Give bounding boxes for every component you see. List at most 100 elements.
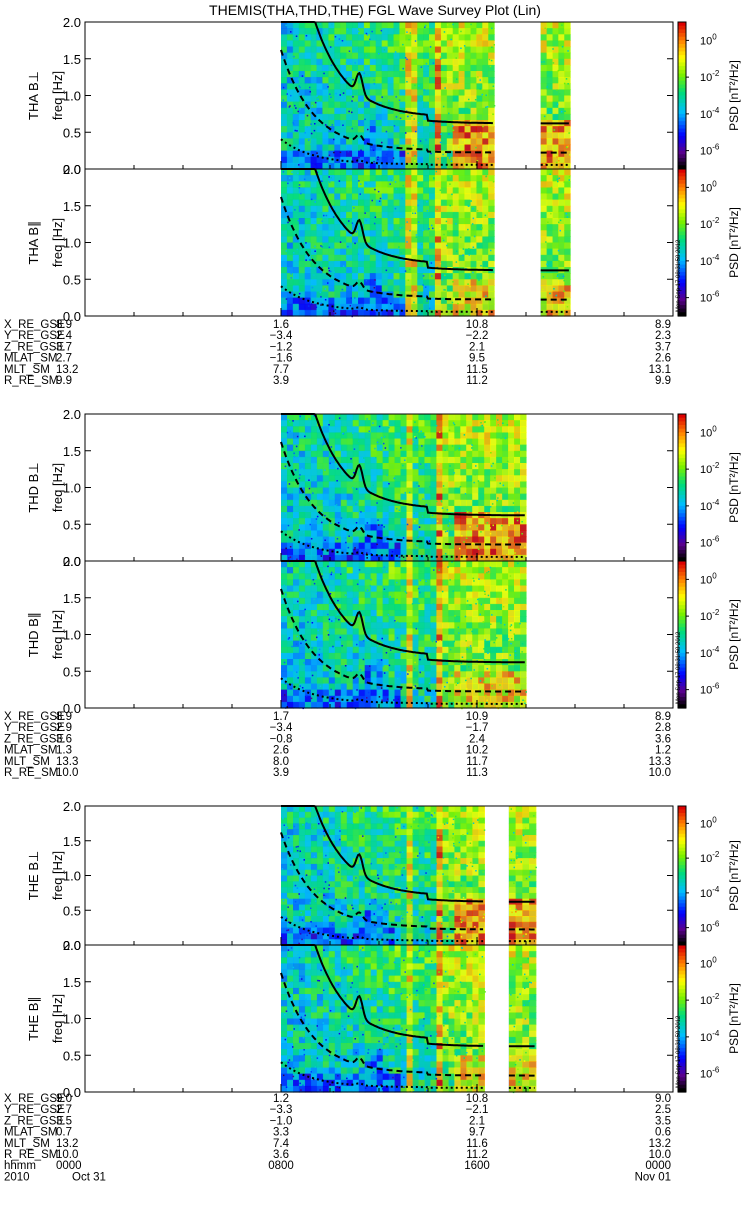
y-tick-label: 1.0 [63,628,81,643]
orbit-row-label: Z_RE_GSE [4,733,64,745]
gyrofrequency-dotted-line-2 [280,285,569,313]
orbit-row-value: 2.7 [56,1104,72,1116]
colorbar-tick-label: 10-2 [700,850,720,865]
spectrogram-panel-4 [281,561,527,710]
y-tick-label: 1.0 [63,89,81,104]
orbit-row-value: 3.7 [655,341,671,353]
orbit-row-label: R_RE_SM [4,767,58,779]
orbit-row-value: 1.7 [273,711,289,723]
orbit-row-value: 8.9 [56,711,72,723]
orbit-row-value: 2.5 [655,1104,671,1116]
y-tick-label: 0.0 [63,309,81,324]
y-tick-label: 2.0 [63,938,81,953]
colorbar-1 [677,21,689,170]
orbit-row-value: 13.2 [56,364,78,376]
orbit-row-value: 2.1 [469,341,485,353]
orbit-row-value: 2.7 [56,353,72,365]
colorbar-4 [677,560,689,709]
colorbar-label: PSD [nT²/Hz] [727,599,741,670]
orbit-row-value: 10.0 [649,767,671,779]
colorbar-label: PSD [nT²/Hz] [727,60,741,131]
y-tick-label: 0.5 [63,125,81,140]
orbit-row-value: 10.9 [466,711,488,723]
y-tick-label: 2.0 [63,407,81,422]
gyrofrequency-dashed-line-4 [280,588,525,693]
y-tick-label: 1.5 [63,591,81,606]
orbit-row-value: 3.6 [655,733,671,745]
orbit-row-label: R_RE_SM [4,375,58,387]
y-tick-label: 0.0 [63,554,81,569]
orbit-row-value: 1600 [464,1160,490,1172]
panel-name: THE B∥ [26,996,41,1041]
orbit-row-label: MLT_SM [4,756,50,768]
colorbar-tick-label: 10-2 [700,992,720,1007]
colorbar-tick-label: 10-4 [700,885,720,900]
orbit-row-label: X_RE_GSE [4,1093,65,1105]
orbit-row-value: 0.6 [655,1127,671,1139]
orbit-row-value: 9.9 [655,375,671,387]
colorbar-tick-label: 10-2 [700,461,720,476]
colorbar-tick-label: 10-4 [700,253,720,268]
date-row-start: Oct 31 [72,1171,106,1183]
gyrofrequency-dashed-line-5 [280,832,535,931]
orbit-row-value: 3.9 [273,767,289,779]
orbit-row-label: Z_RE_GSE [4,1115,64,1127]
gyrofrequency-dotted-line-1 [280,138,569,166]
orbit-row-label: Y_RE_GSE [4,330,65,342]
panel-name: THE B⊥ [26,851,41,901]
orbit-row-value: 0000 [645,1160,671,1172]
orbit-row-value: 3.9 [273,375,289,387]
colorbar-tick-label: 10-2 [700,608,720,623]
y-tick-label: 2.0 [63,554,81,569]
orbit-row-label: X_RE_GSE [4,711,65,723]
run-timestamp: Mon Sep 17 08:31:58 2012 [676,239,682,312]
panel-name: THA B∥ [26,220,41,264]
gyrofrequency-line-4 [281,560,525,664]
orbit-row-value: −2.1 [466,1104,489,1116]
colorbar-tick-label: 100 [700,815,717,830]
y-tick-label: 1.5 [63,975,81,990]
run-timestamp: Mon Sep 17 08:31:58 2012 [676,1015,682,1088]
orbit-row-value: 2.4 [469,733,486,745]
colorbar-tick-label: 10-4 [700,645,720,660]
orbit-row-value: 13.3 [649,756,671,768]
spectrogram-panel-5 [281,806,537,947]
orbit-row-value: 8.0 [273,756,289,768]
colorbar-tick-label: 10-2 [700,216,720,231]
orbit-row-value: 0.7 [56,1127,72,1139]
y-axis-label: freq [Hz] [50,71,65,120]
y-tick-label: 0.5 [63,517,81,532]
orbit-row-value: 2.6 [273,745,289,757]
orbit-row-label: hhmm [4,1160,36,1172]
gyrofrequency-line-1 [281,21,569,125]
colorbar-tick-label: 10-6 [700,143,720,158]
orbit-row-value: 11.6 [466,1138,488,1150]
colorbar-tick-label: 10-2 [700,69,720,84]
y-tick-label: 1.5 [63,834,81,849]
orbit-row-value: 11.2 [466,375,488,387]
colorbar-label: PSD [nT²/Hz] [727,840,741,911]
orbit-row-value: 11.2 [466,1149,488,1161]
y-tick-label: 1.5 [63,444,81,459]
colorbar-tick-label: 10-6 [700,1066,720,1081]
y-tick-label: 0.5 [63,664,81,679]
orbit-row-label: MLT_SM [4,1138,50,1150]
orbit-row-value: 2.3 [655,330,671,342]
gyrofrequency-dashed-line-3 [280,441,525,546]
orbit-row-value: 0000 [56,1160,82,1172]
y-tick-label: 1.5 [63,52,81,67]
colorbar-label: PSD [nT²/Hz] [727,207,741,278]
figure-title: THEMIS(THA,THD,THE) FGL Wave Survey Plot… [209,2,541,18]
colorbar-tick-label: 10-6 [700,682,720,697]
spectrogram-panel-6 [281,945,537,1094]
gyrofrequency-dashed-line-2 [280,196,569,301]
orbit-row-value: −3.4 [270,330,293,342]
orbit-row-label: Y_RE_GSE [4,1104,65,1116]
orbit-row-value: −1.2 [270,341,293,353]
orbit-row-label: Z_RE_GSE [4,341,64,353]
orbit-row-label: X_RE_GSE [4,319,65,331]
y-axis-label: freq [Hz] [50,851,65,900]
colorbar-tick-label: 100 [700,179,717,194]
